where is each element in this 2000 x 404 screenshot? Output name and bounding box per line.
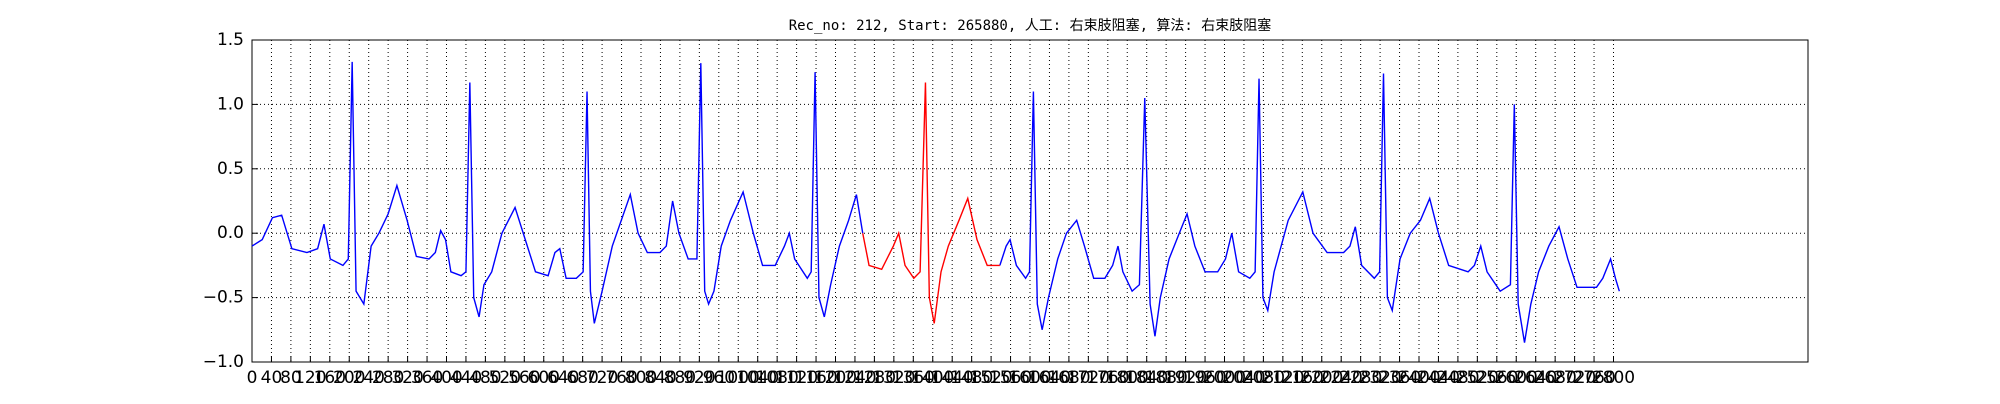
x-tick-label: 2600 <box>1495 368 1538 388</box>
x-tick-label: 440 <box>450 368 482 388</box>
x-tick-label: 80 <box>280 368 302 388</box>
x-tick-label: 800 <box>625 368 657 388</box>
x-tick-label: 1760 <box>1086 368 1129 388</box>
x-tick-label: 520 <box>489 368 521 388</box>
y-tick-label: 1.0 <box>217 94 244 114</box>
x-tick-label: 2640 <box>1514 368 1557 388</box>
x-tick-label: 160 <box>314 368 346 388</box>
x-tick-label: 1960 <box>1183 368 1226 388</box>
x-tick-label: 360 <box>411 368 443 388</box>
x-tick-label: 560 <box>508 368 540 388</box>
x-tick-label: 1880 <box>1145 368 1188 388</box>
x-tick-label: 2160 <box>1281 368 1324 388</box>
x-tick-label: 1080 <box>756 368 799 388</box>
x-tick-label: 1320 <box>872 368 915 388</box>
y-tick-label: 0.0 <box>217 223 244 243</box>
x-tick-label: 880 <box>664 368 696 388</box>
x-tick-label: 640 <box>547 368 579 388</box>
x-tick-label: 1120 <box>775 368 818 388</box>
x-tick-label: 2320 <box>1358 368 1401 388</box>
x-tick-label: 40 <box>261 368 283 388</box>
x-tick-label: 400 <box>430 368 462 388</box>
signal-line <box>251 61 1621 343</box>
x-tick-label: 1640 <box>1028 368 1071 388</box>
x-tick-label: 2000 <box>1203 368 1246 388</box>
plot-frame <box>251 39 1809 363</box>
x-tick-label: 1840 <box>1125 368 1168 388</box>
x-tick-label: 200 <box>333 368 365 388</box>
x-tick-label: 1160 <box>794 368 837 388</box>
x-tick-label: 1040 <box>736 368 779 388</box>
x-tick-label: 920 <box>683 368 715 388</box>
x-tick-label: 2680 <box>1534 368 1577 388</box>
x-tick-label: 2280 <box>1339 368 1382 388</box>
x-tick-label: 1480 <box>950 368 993 388</box>
x-tick-label: 600 <box>528 368 560 388</box>
x-tick-label: 1000 <box>717 368 760 388</box>
x-tick-label: 2080 <box>1242 368 1285 388</box>
x-tick-label: 1280 <box>853 368 896 388</box>
x-tick-label: 2480 <box>1436 368 1479 388</box>
x-tick-label: 1600 <box>1008 368 1051 388</box>
x-tick-label: 760 <box>605 368 637 388</box>
x-tick-label: 1680 <box>1047 368 1090 388</box>
x-tick-label: 2400 <box>1397 368 1440 388</box>
x-tick-label: 2520 <box>1456 368 1499 388</box>
x-tick-label: 1200 <box>814 368 857 388</box>
x-tick-label: 2240 <box>1320 368 1363 388</box>
y-tick-label: −0.5 <box>203 288 244 308</box>
x-tick-label: 240 <box>352 368 384 388</box>
x-tick-label: 1440 <box>931 368 974 388</box>
chart-title: Rec_no: 212, Start: 265880, 人工: 右束肢阻塞, 算… <box>789 17 1272 34</box>
x-tick-label: 2720 <box>1553 368 1596 388</box>
x-tick-label: 840 <box>644 368 676 388</box>
x-tick-label: 1560 <box>989 368 1032 388</box>
x-tick-label: 480 <box>469 368 501 388</box>
y-tick-label: −1.0 <box>203 352 244 372</box>
x-tick-label: 2120 <box>1261 368 1304 388</box>
x-tick-label: 120 <box>294 368 326 388</box>
x-tick-label: 0 <box>247 368 258 388</box>
x-tick-label: 1360 <box>892 368 935 388</box>
x-tick-label: 1800 <box>1106 368 1149 388</box>
x-tick-label: 2800 <box>1592 368 1635 388</box>
x-tick-label: 320 <box>391 368 423 388</box>
x-tick-label: 2760 <box>1572 368 1615 388</box>
x-tick-label: 960 <box>703 368 735 388</box>
x-tick-label: 2560 <box>1475 368 1518 388</box>
x-tick-label: 720 <box>586 368 618 388</box>
x-tick-label: 2360 <box>1378 368 1421 388</box>
x-tick-label: 2440 <box>1417 368 1460 388</box>
x-tick-label: 1240 <box>833 368 876 388</box>
x-tick-label: 1920 <box>1164 368 1207 388</box>
y-tick-label: 1.5 <box>217 30 244 50</box>
x-tick-label: 1520 <box>969 368 1012 388</box>
y-tick-label: 0.5 <box>217 159 244 179</box>
x-tick-label: 1720 <box>1067 368 1110 388</box>
x-tick-label: 1400 <box>911 368 954 388</box>
x-tick-label: 280 <box>372 368 404 388</box>
x-tick-label: 2040 <box>1222 368 1265 388</box>
x-tick-label: 2200 <box>1300 368 1343 388</box>
x-tick-label: 680 <box>566 368 598 388</box>
signal-line <box>862 82 1000 324</box>
